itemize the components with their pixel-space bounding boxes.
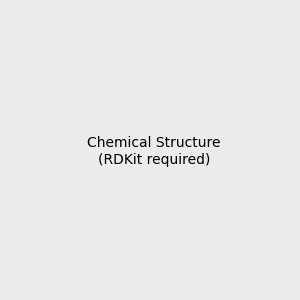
Text: Chemical Structure
(RDKit required): Chemical Structure (RDKit required)	[87, 136, 220, 166]
